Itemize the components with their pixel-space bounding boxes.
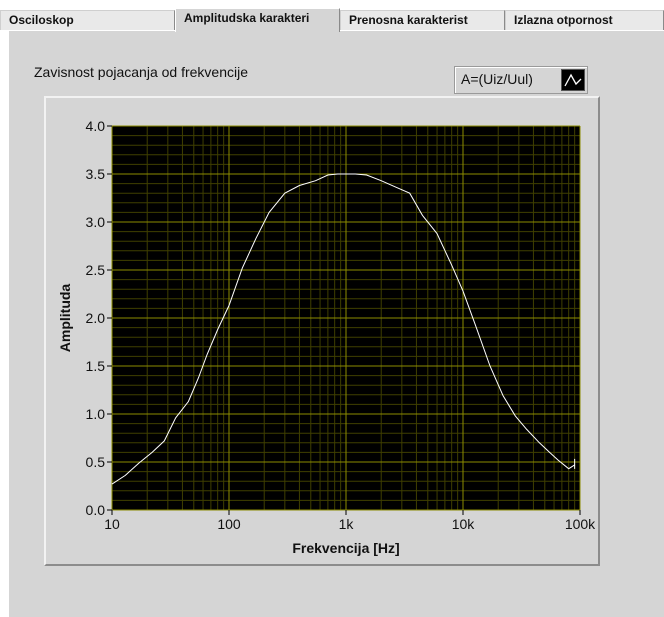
x-tick-label: 100: [217, 516, 241, 532]
x-tick-label: 10k: [452, 516, 476, 532]
graph-title: Zavisnost pojacanja od frekvencije: [34, 64, 249, 80]
line-plot-icon[interactable]: [561, 69, 585, 91]
y-tick-label: 1.0: [86, 406, 106, 422]
y-tick-label: 2.0: [86, 310, 106, 326]
y-tick-label: 3.0: [86, 214, 106, 230]
y-tick-label: 2.5: [86, 262, 106, 278]
tab-osciloskop[interactable]: Osciloskop: [0, 10, 175, 30]
x-tick-label: 100k: [565, 516, 596, 532]
legend-label: A=(Uiz/Uul): [461, 71, 533, 87]
tab-prenosna-karakteristika[interactable]: Prenosna karakterist: [340, 10, 505, 30]
series-line-amplitude: [111, 173, 575, 485]
x-tick-label: 10: [104, 516, 120, 532]
y-tick-label: 0.0: [86, 502, 106, 518]
x-tick-label: 1k: [339, 516, 355, 532]
y-tick-label: 0.5: [86, 454, 106, 470]
axis-ticks: [107, 125, 581, 515]
tab-amplitudska-karakteristika[interactable]: Amplitudska karakteri: [175, 8, 340, 32]
x-axis-title: Frekvencija [Hz]: [292, 540, 399, 556]
y-tick-label: 1.5: [86, 358, 106, 374]
plot-legend[interactable]: A=(Uiz/Uul): [454, 66, 588, 94]
y-tick-label: 4.0: [86, 118, 106, 134]
axis-tick-labels: 10 100 1k 10k 100k 0.0 0.5 1.0 1.5 2.0 2.5 3.0 3.5 4.…: [86, 118, 597, 532]
y-axis-title: Amplituda: [57, 284, 73, 353]
y-tick-label: 3.5: [86, 166, 106, 182]
tab-izlazna-otpornost[interactable]: Izlazna otpornost: [505, 10, 664, 30]
tab-bar: Osciloskop Amplitudska karakteri Prenosn…: [0, 0, 664, 32]
